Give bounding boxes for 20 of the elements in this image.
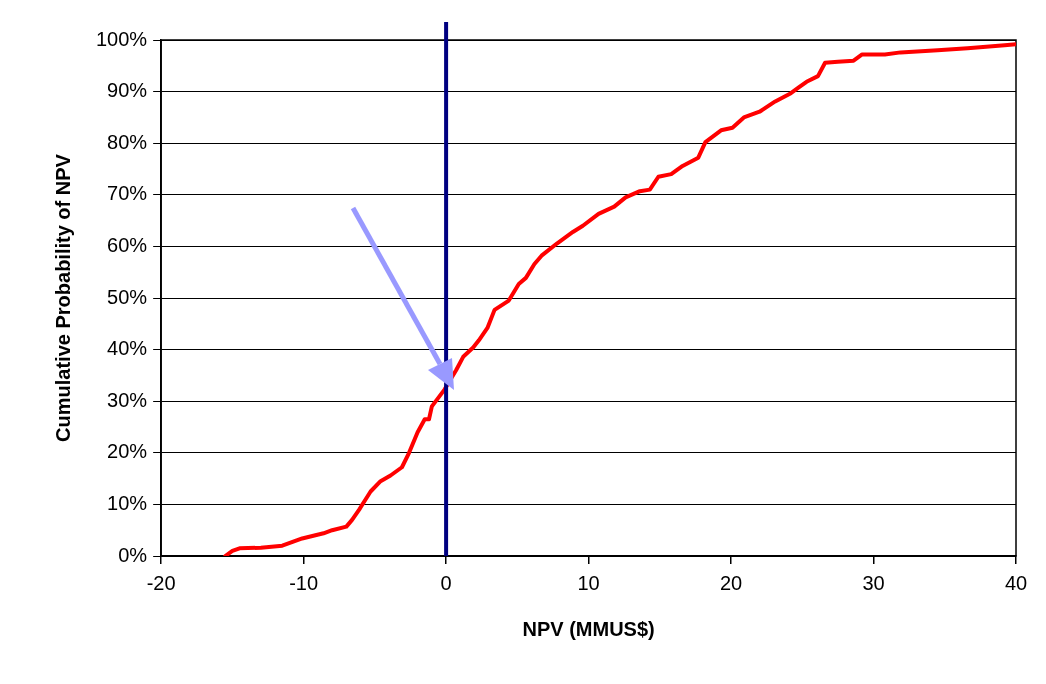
y-tick-label: 60% bbox=[107, 233, 148, 256]
x-tick-label: 0 bbox=[440, 571, 452, 594]
x-tick-label: 40 bbox=[1004, 571, 1028, 594]
y-tick-label: 20% bbox=[107, 440, 148, 463]
x-tick-label: -20 bbox=[146, 571, 176, 594]
y-tick-label: 70% bbox=[107, 182, 148, 205]
x-tick-label: 10 bbox=[577, 571, 600, 594]
y-tick-label: 50% bbox=[107, 285, 148, 308]
x-tick-label: 30 bbox=[862, 571, 885, 594]
y-axis-title: Cumulative Probability of NPV bbox=[51, 153, 74, 442]
y-tick-label: 90% bbox=[107, 79, 148, 102]
x-tick-label: -10 bbox=[289, 571, 319, 594]
y-tick-label: 100% bbox=[96, 27, 148, 50]
y-tick-label: 30% bbox=[107, 388, 148, 411]
y-tick-label: 40% bbox=[107, 337, 148, 360]
x-tick-label: 20 bbox=[719, 571, 743, 594]
y-tick-label: 0% bbox=[118, 543, 148, 566]
y-tick-label: 10% bbox=[107, 491, 148, 514]
x-axis-title: NPV (MMUS$) bbox=[522, 617, 655, 640]
y-tick-label: 80% bbox=[107, 130, 148, 153]
